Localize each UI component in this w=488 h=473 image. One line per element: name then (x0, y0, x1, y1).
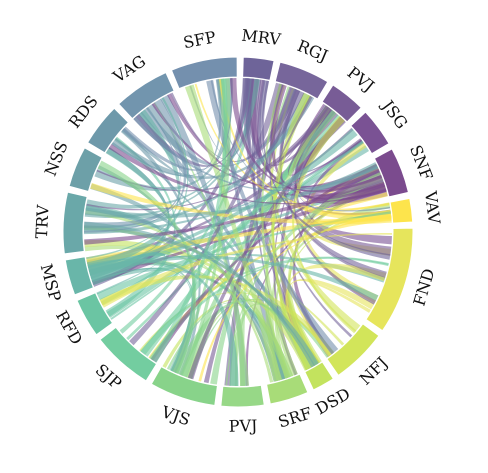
arcs-group (62, 56, 414, 408)
node-label-nss: NSS (41, 139, 72, 179)
ribbon-pvj-sjp (126, 114, 343, 341)
node-label-sjp: SJP (92, 360, 126, 393)
ribbon-pvj-srf (264, 105, 331, 382)
ribbon-rgj-snf (270, 83, 387, 201)
arc-snf (373, 148, 410, 198)
arc-srf (266, 373, 309, 405)
node-label-nfj: NFJ (356, 353, 392, 389)
ribbon-fnd-pvj (293, 110, 376, 305)
ribbon-snf-vav (313, 192, 392, 223)
ribbon-msp-fnd (89, 253, 386, 283)
node-label-rds: RDS (65, 92, 102, 132)
arc-nss (68, 147, 103, 193)
ribbon-vav-nss (90, 183, 392, 225)
ribbon-fnd-nfj (291, 279, 371, 357)
node-label-rfd: RFD (52, 307, 86, 348)
arc-msp (64, 256, 95, 296)
arc-sfp (170, 56, 238, 90)
arc-sjp (99, 326, 158, 382)
ribbon-rgj-fnd (279, 89, 387, 278)
ribbons-group (83, 78, 392, 387)
node-label-trv: TRV (32, 204, 53, 239)
ribbon-msp-vjs (91, 267, 193, 372)
node-label-vav: VAV (421, 189, 444, 225)
node-label-snf: SNF (406, 142, 437, 182)
arc-vjs (150, 365, 218, 407)
ribbon-snf-pvj (294, 106, 388, 205)
arc-dsd (304, 361, 334, 391)
ribbon-rgj-mrv (245, 78, 305, 159)
node-label-sfp: SFP (182, 27, 218, 52)
node-label-fnd: FND (409, 266, 438, 308)
ribbon-fnd-sjp (140, 256, 389, 355)
arc-vag (117, 71, 175, 120)
node-label-mrv: MRV (241, 26, 283, 50)
ribbon-mrv-srf (251, 79, 297, 376)
arc-mrv (242, 56, 275, 81)
node-label-msp: MSP (37, 262, 65, 304)
ribbon-nss-sfp (94, 78, 233, 192)
ribbon-rfd-jsg (110, 140, 364, 320)
ribbon-snf-trv (84, 174, 384, 245)
arc-fnd (365, 227, 414, 332)
arc-pvj (321, 84, 362, 123)
arc-rfd (76, 292, 114, 336)
node-label-srf: SRF (276, 403, 314, 431)
node-label-vjs: VJS (158, 402, 192, 430)
ribbon-pvj-vag (153, 102, 249, 386)
ribbon-rds-sfp (122, 78, 233, 171)
arc-rgj (274, 61, 329, 100)
node-label-pvj: PVJ (344, 63, 378, 96)
node-label-rgj: RGJ (295, 36, 331, 65)
arc-pvj (220, 384, 265, 408)
node-label-vag: VAG (109, 51, 149, 87)
arc-rds (86, 107, 130, 154)
arc-vav (389, 197, 414, 224)
node-label-dsd: DSD (312, 384, 353, 418)
arc-trv (62, 191, 88, 255)
ribbon-pvj-trv (86, 106, 331, 211)
ribbon-sfp-srf (184, 84, 283, 382)
ribbon-snf-pvj (225, 172, 384, 386)
arc-jsg (350, 111, 390, 155)
arc-nfj (326, 323, 380, 377)
ribbon-rgj-rds (111, 94, 315, 179)
ribbon-vjs-vav (198, 214, 392, 382)
node-label-jsg: JSG (377, 95, 411, 132)
node-label-pvj: PVJ (228, 416, 257, 436)
